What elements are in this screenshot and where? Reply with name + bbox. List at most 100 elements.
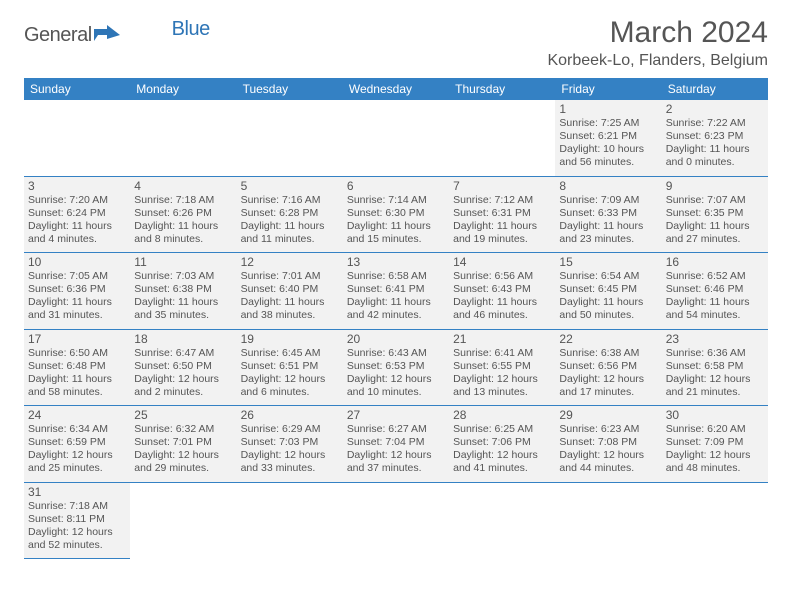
calendar-day: 30Sunrise: 6:20 AMSunset: 7:09 PMDayligh…	[662, 406, 768, 483]
sunrise-text: Sunrise: 7:12 AM	[453, 194, 551, 207]
daylight-text: Daylight: 11 hours and 58 minutes.	[28, 373, 126, 399]
header: General Blue March 2024 Korbeek-Lo, Flan…	[24, 16, 768, 70]
sunrise-text: Sunrise: 6:20 AM	[666, 423, 764, 436]
sunset-text: Sunset: 6:38 PM	[134, 283, 232, 296]
calendar-day: 29Sunrise: 6:23 AMSunset: 7:08 PMDayligh…	[555, 406, 661, 483]
day-number: 1	[559, 102, 657, 116]
month-title: March 2024	[547, 16, 768, 50]
sunset-text: Sunset: 6:46 PM	[666, 283, 764, 296]
calendar-day: 20Sunrise: 6:43 AMSunset: 6:53 PMDayligh…	[343, 329, 449, 406]
calendar-day: 26Sunrise: 6:29 AMSunset: 7:03 PMDayligh…	[237, 406, 343, 483]
sunrise-text: Sunrise: 7:03 AM	[134, 270, 232, 283]
calendar-day: 15Sunrise: 6:54 AMSunset: 6:45 PMDayligh…	[555, 253, 661, 330]
sunset-text: Sunset: 7:06 PM	[453, 436, 551, 449]
sunset-text: Sunset: 6:58 PM	[666, 360, 764, 373]
calendar-empty	[449, 100, 555, 176]
calendar-day: 22Sunrise: 6:38 AMSunset: 6:56 PMDayligh…	[555, 329, 661, 406]
logo: General Blue	[24, 24, 210, 47]
day-number: 3	[28, 179, 126, 193]
sunrise-text: Sunrise: 7:14 AM	[347, 194, 445, 207]
daylight-text: Daylight: 11 hours and 4 minutes.	[28, 220, 126, 246]
calendar-day: 7Sunrise: 7:12 AMSunset: 6:31 PMDaylight…	[449, 176, 555, 253]
sunrise-text: Sunrise: 7:09 AM	[559, 194, 657, 207]
sunset-text: Sunset: 6:41 PM	[347, 283, 445, 296]
sunrise-text: Sunrise: 6:29 AM	[241, 423, 339, 436]
day-number: 24	[28, 408, 126, 422]
calendar-day: 21Sunrise: 6:41 AMSunset: 6:55 PMDayligh…	[449, 329, 555, 406]
sunset-text: Sunset: 6:28 PM	[241, 207, 339, 220]
day-number: 28	[453, 408, 551, 422]
sunrise-text: Sunrise: 6:27 AM	[347, 423, 445, 436]
sunset-text: Sunset: 6:33 PM	[559, 207, 657, 220]
calendar-empty	[237, 100, 343, 176]
sunset-text: Sunset: 6:48 PM	[28, 360, 126, 373]
daylight-text: Daylight: 12 hours and 25 minutes.	[28, 449, 126, 475]
day-number: 25	[134, 408, 232, 422]
sunset-text: Sunset: 7:03 PM	[241, 436, 339, 449]
sunset-text: Sunset: 8:11 PM	[28, 513, 126, 526]
daylight-text: Daylight: 12 hours and 33 minutes.	[241, 449, 339, 475]
calendar-day: 6Sunrise: 7:14 AMSunset: 6:30 PMDaylight…	[343, 176, 449, 253]
daylight-text: Daylight: 12 hours and 21 minutes.	[666, 373, 764, 399]
sunset-text: Sunset: 6:26 PM	[134, 207, 232, 220]
daylight-text: Daylight: 12 hours and 41 minutes.	[453, 449, 551, 475]
daylight-text: Daylight: 12 hours and 44 minutes.	[559, 449, 657, 475]
calendar-day: 11Sunrise: 7:03 AMSunset: 6:38 PMDayligh…	[130, 253, 236, 330]
day-number: 21	[453, 332, 551, 346]
daylight-text: Daylight: 12 hours and 6 minutes.	[241, 373, 339, 399]
sunrise-text: Sunrise: 6:36 AM	[666, 347, 764, 360]
flag-icon	[94, 25, 120, 46]
daylight-text: Daylight: 10 hours and 56 minutes.	[559, 143, 657, 169]
sunrise-text: Sunrise: 6:34 AM	[28, 423, 126, 436]
sunrise-text: Sunrise: 6:58 AM	[347, 270, 445, 283]
calendar-empty	[449, 482, 555, 559]
day-number: 18	[134, 332, 232, 346]
calendar-week: 24Sunrise: 6:34 AMSunset: 6:59 PMDayligh…	[24, 406, 768, 483]
calendar-day: 23Sunrise: 6:36 AMSunset: 6:58 PMDayligh…	[662, 329, 768, 406]
day-number: 19	[241, 332, 339, 346]
sunrise-text: Sunrise: 7:20 AM	[28, 194, 126, 207]
daylight-text: Daylight: 11 hours and 46 minutes.	[453, 296, 551, 322]
calendar-day: 13Sunrise: 6:58 AMSunset: 6:41 PMDayligh…	[343, 253, 449, 330]
sunset-text: Sunset: 7:01 PM	[134, 436, 232, 449]
sunset-text: Sunset: 6:31 PM	[453, 207, 551, 220]
day-number: 11	[134, 255, 232, 269]
calendar-day: 19Sunrise: 6:45 AMSunset: 6:51 PMDayligh…	[237, 329, 343, 406]
calendar-day: 28Sunrise: 6:25 AMSunset: 7:06 PMDayligh…	[449, 406, 555, 483]
calendar-day: 14Sunrise: 6:56 AMSunset: 6:43 PMDayligh…	[449, 253, 555, 330]
sunrise-text: Sunrise: 6:23 AM	[559, 423, 657, 436]
day-number: 5	[241, 179, 339, 193]
calendar-day: 24Sunrise: 6:34 AMSunset: 6:59 PMDayligh…	[24, 406, 130, 483]
calendar-week: 17Sunrise: 6:50 AMSunset: 6:48 PMDayligh…	[24, 329, 768, 406]
weekday-header: Tuesday	[237, 78, 343, 100]
daylight-text: Daylight: 11 hours and 15 minutes.	[347, 220, 445, 246]
calendar-day: 2Sunrise: 7:22 AMSunset: 6:23 PMDaylight…	[662, 100, 768, 176]
logo-text-2: Blue	[172, 18, 210, 41]
sunset-text: Sunset: 6:55 PM	[453, 360, 551, 373]
day-number: 4	[134, 179, 232, 193]
calendar-day: 18Sunrise: 6:47 AMSunset: 6:50 PMDayligh…	[130, 329, 236, 406]
calendar-day: 3Sunrise: 7:20 AMSunset: 6:24 PMDaylight…	[24, 176, 130, 253]
day-number: 14	[453, 255, 551, 269]
logo-text-1: General	[24, 24, 92, 47]
sunrise-text: Sunrise: 7:01 AM	[241, 270, 339, 283]
weekday-header-row: SundayMondayTuesdayWednesdayThursdayFrid…	[24, 78, 768, 100]
sunrise-text: Sunrise: 6:38 AM	[559, 347, 657, 360]
weekday-header: Monday	[130, 78, 236, 100]
sunrise-text: Sunrise: 6:54 AM	[559, 270, 657, 283]
calendar-empty	[662, 482, 768, 559]
sunrise-text: Sunrise: 7:25 AM	[559, 117, 657, 130]
day-number: 10	[28, 255, 126, 269]
sunset-text: Sunset: 6:23 PM	[666, 130, 764, 143]
daylight-text: Daylight: 11 hours and 19 minutes.	[453, 220, 551, 246]
day-number: 9	[666, 179, 764, 193]
daylight-text: Daylight: 11 hours and 38 minutes.	[241, 296, 339, 322]
calendar-empty	[130, 482, 236, 559]
day-number: 8	[559, 179, 657, 193]
location: Korbeek-Lo, Flanders, Belgium	[547, 52, 768, 70]
calendar-day: 31Sunrise: 7:18 AMSunset: 8:11 PMDayligh…	[24, 482, 130, 559]
calendar-empty	[343, 482, 449, 559]
day-number: 29	[559, 408, 657, 422]
sunrise-text: Sunrise: 7:05 AM	[28, 270, 126, 283]
sunrise-text: Sunrise: 6:41 AM	[453, 347, 551, 360]
